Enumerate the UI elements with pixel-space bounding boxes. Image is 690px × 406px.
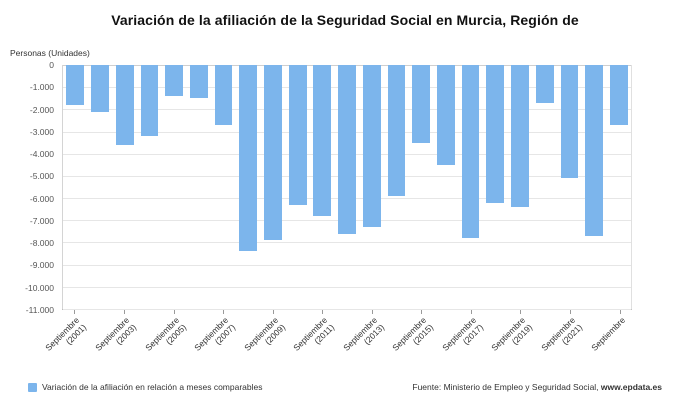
- bar-septiembre-2022: [585, 65, 603, 236]
- bar-slot: [458, 65, 483, 309]
- bar-septiembre-2001: [66, 65, 85, 105]
- bar-slot: [557, 65, 582, 309]
- y-tick-label: -5.000: [29, 171, 54, 182]
- bar-septiembre-2013: [362, 65, 381, 227]
- y-axis-title: Personas (Unidades): [10, 48, 90, 58]
- gridline: [63, 286, 631, 288]
- legend-item[interactable]: Variación de la afiliación en relación a…: [28, 382, 263, 392]
- gridline: [63, 264, 631, 266]
- bar-septiembre-2008: [239, 65, 258, 252]
- x-tick: [619, 310, 621, 314]
- bar-septiembre-2023: [609, 65, 628, 125]
- bar-slot: [384, 65, 409, 309]
- y-tick-label: -3.000: [29, 126, 54, 137]
- bar-slot: [310, 65, 335, 309]
- y-tick-label: -8.000: [29, 238, 54, 249]
- x-tick: [570, 310, 572, 314]
- bar-septiembre-2005: [165, 65, 184, 97]
- bar-slot: [483, 65, 508, 309]
- y-tick-label: -6.000: [29, 193, 54, 204]
- bar-septiembre-2011: [313, 65, 332, 216]
- x-axis-labels: Septiembre (2001) Septiembre (2003) Septiemb…: [44, 312, 632, 374]
- bar-slot: [88, 65, 113, 309]
- gridline: [63, 309, 631, 310]
- y-tick-label: -9.000: [29, 260, 54, 271]
- bar-slot: [409, 65, 434, 309]
- x-tick: [470, 310, 472, 314]
- bars: [63, 65, 631, 309]
- bar-slot: [236, 65, 261, 309]
- bar-septiembre-2010: [288, 65, 307, 205]
- bar-slot: [137, 65, 162, 309]
- legend-marker-icon: [28, 382, 37, 392]
- bar-septiembre-2014: [387, 65, 406, 196]
- bar-septiembre-2003: [115, 65, 134, 145]
- bar-slot: [162, 65, 187, 309]
- x-ticks: [62, 310, 632, 315]
- bar-slot: [532, 65, 557, 309]
- x-tick: [322, 310, 324, 314]
- x-tick: [173, 310, 175, 314]
- bar-septiembre-2020: [535, 65, 554, 103]
- plot-area: [62, 65, 632, 310]
- bar-septiembre-2015: [412, 65, 431, 143]
- x-tick: [520, 310, 522, 314]
- bar-slot: [211, 65, 236, 309]
- footer: Variación de la afiliación en relación a…: [0, 380, 690, 394]
- bar-slot: [434, 65, 459, 309]
- gridline: [63, 242, 631, 244]
- bar-septiembre-2002: [91, 65, 109, 112]
- y-axis-labels: 0 -1.000 -2.000 -3.000 -4.000 -5.000 -6.000 -7.…: [0, 60, 58, 315]
- bar-slot: [187, 65, 212, 309]
- bar-septiembre-2006: [189, 65, 208, 99]
- bar-septiembre-2007: [214, 65, 233, 125]
- source-prefix: Fuente: Ministerio de Empleo y Seguridad…: [412, 382, 601, 392]
- x-tick: [421, 310, 423, 314]
- y-tick-label: -1.000: [29, 82, 54, 93]
- y-tick-label: -2.000: [29, 104, 54, 115]
- y-tick-label: -10.000: [25, 282, 54, 293]
- bar-septiembre-2017: [461, 65, 480, 239]
- bar-slot: [112, 65, 137, 309]
- bar-septiembre-2009: [264, 65, 282, 241]
- bar-slot: [508, 65, 533, 309]
- y-tick-label: -7.000: [29, 215, 54, 226]
- bar-slot: [63, 65, 88, 309]
- x-tick: [272, 310, 274, 314]
- bar-slot: [582, 65, 607, 309]
- x-tick: [123, 310, 125, 314]
- bar-septiembre-2012: [338, 65, 356, 234]
- chart-title: Variación de la afiliación de la Segurid…: [111, 12, 579, 28]
- legend-label: Variación de la afiliación en relación a…: [42, 382, 263, 392]
- bar-slot: [285, 65, 310, 309]
- bar-septiembre-2021: [560, 65, 579, 179]
- y-tick-label: 0: [49, 60, 54, 70]
- x-tick: [223, 310, 225, 314]
- bar-slot: [261, 65, 286, 309]
- y-tick-label: -11.000: [25, 305, 54, 315]
- bar-septiembre-2004: [140, 65, 159, 136]
- bar-septiembre-2019: [511, 65, 529, 207]
- bar-slot: [335, 65, 360, 309]
- x-tick: [371, 310, 373, 314]
- bar-septiembre-2018: [486, 65, 505, 203]
- x-tick: [74, 310, 76, 314]
- bar-septiembre-2016: [437, 65, 455, 165]
- source-note: Fuente: Ministerio de Empleo y Seguridad…: [412, 382, 662, 392]
- bar-slot: [606, 65, 631, 309]
- y-tick-label: -4.000: [29, 149, 54, 160]
- source-link[interactable]: www.epdata.es: [600, 382, 662, 392]
- bar-slot: [359, 65, 384, 309]
